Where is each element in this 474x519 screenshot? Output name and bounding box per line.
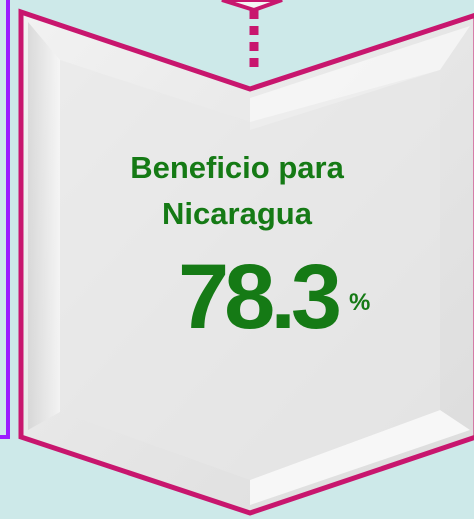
unit: % [349,289,370,316]
label-line: Nicaragua [162,196,313,231]
bevel-left [28,22,60,430]
bevel-bottom [250,410,470,505]
left-box-edge [0,0,10,439]
label-line: Beneficio para [130,150,344,185]
upper-shape-tip [221,0,283,13]
value: 78.3 [178,246,339,348]
bevel-top [250,26,470,130]
bevel-face [60,60,440,480]
